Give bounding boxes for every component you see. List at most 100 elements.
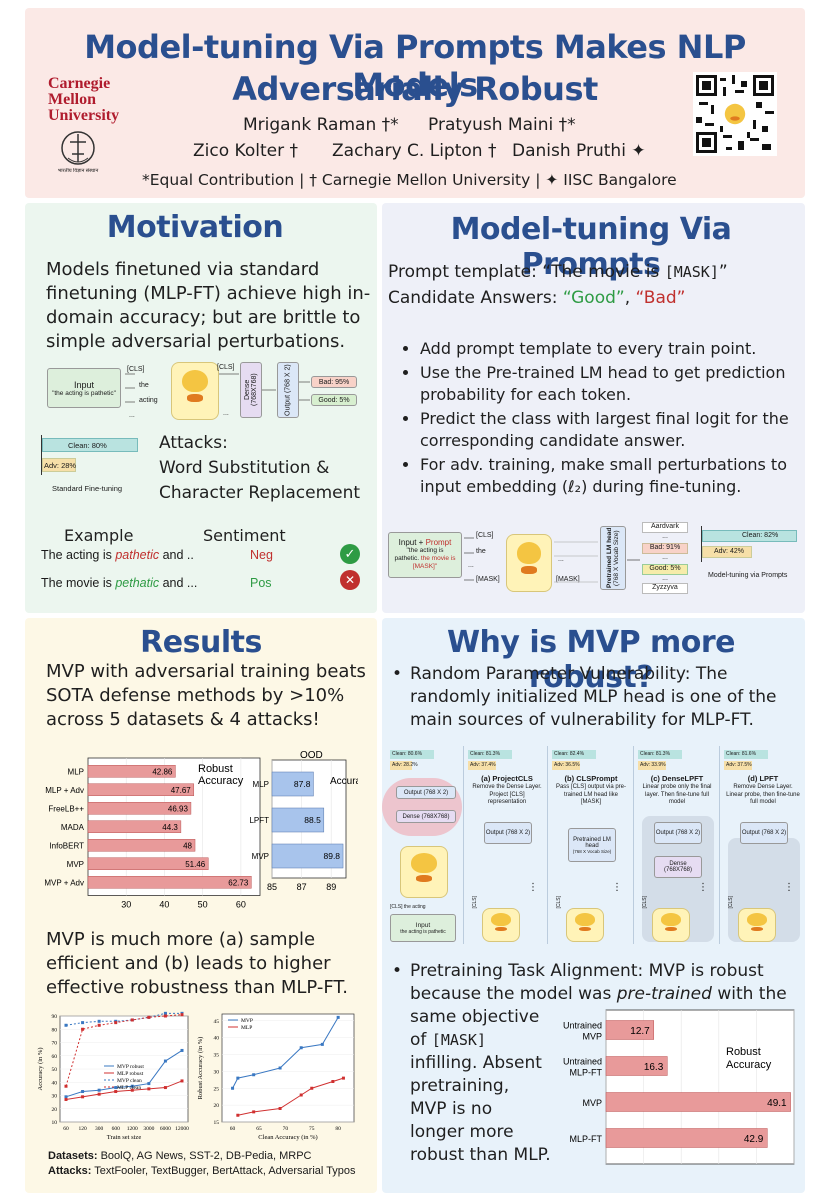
variant-output-label: Output (768 X 2)	[741, 830, 787, 836]
x-tick-label: 3000	[143, 1126, 154, 1132]
mvp-bullet: Predict the class with largest final log…	[420, 408, 796, 452]
bar-value-label: 88.5	[304, 815, 321, 825]
category-label: MVP + Adv	[44, 878, 84, 887]
example-row-2: The movie is pethatic and ...	[41, 576, 197, 590]
bullet-dot: •	[392, 664, 403, 684]
mvp-token-dots: ...	[468, 562, 474, 569]
data-point	[147, 1015, 151, 1019]
bert-icon	[652, 908, 690, 942]
y-tick-label: 25	[214, 1086, 220, 1092]
category-label: MLP + Adv	[45, 786, 84, 795]
data-point	[180, 1048, 184, 1052]
attacks-list: TextFooler, TextBugger, BertAttack, Adve…	[91, 1165, 356, 1177]
variant-base: Clean: 80.6% Adv: 28.2% Output (768 X 2)…	[382, 746, 462, 944]
variant-output-box: Output (768 X 2)	[740, 822, 788, 844]
data-point	[81, 1095, 85, 1099]
variant-divider	[633, 746, 634, 944]
variant-clean-bar: Clean: 82.4%	[552, 750, 596, 759]
variant-clean-bar: Clean: 81.3%	[638, 750, 682, 759]
qr-code[interactable]	[693, 72, 777, 156]
mvp-input-q23: pathetic. the movie is [MASK]"	[389, 555, 461, 571]
data-point	[147, 1082, 151, 1086]
why-b2-of: of	[410, 1030, 432, 1050]
results-text-2: MVP is much more (a) sample efficient an…	[46, 929, 348, 998]
mvp-input-q2: pathetic.	[394, 555, 421, 562]
x-tick-label: 300	[95, 1126, 104, 1132]
ood-accuracy-chart: 85 87 89 87.8 MLP 88.5 LPFT 89.8 MVP OOD Accuracy	[249, 750, 358, 892]
base-input-box: Input the acting is pathetic	[390, 914, 456, 942]
bar-value-label: 46.93	[168, 804, 189, 813]
data-point	[97, 1092, 101, 1096]
mot-good-prob: Good: 5%	[311, 394, 357, 406]
ex1-text: The acting is	[41, 548, 116, 562]
y-axis-label: Robust Accuracy (in %)	[197, 1037, 204, 1100]
variant-dense-box: Dense (768X768)	[654, 856, 702, 878]
variant-output-label: Output (768 X 2)	[485, 830, 531, 836]
data-point	[64, 1095, 68, 1099]
variant-dots: ⋮	[784, 882, 794, 893]
poster-title-line2: Adversarially Robust	[232, 70, 598, 108]
bar-value-label: 42.86	[152, 767, 173, 776]
bar	[87, 783, 195, 796]
mot-clean-bar	[42, 438, 138, 452]
data-point	[97, 1023, 101, 1027]
iisc-emblem-icon	[61, 131, 95, 165]
y-tick-label: 20	[52, 1107, 58, 1113]
bar	[271, 843, 344, 869]
bar-value-label: 42.9	[744, 1134, 764, 1145]
x-tick-label: 60	[236, 900, 246, 909]
data-point	[341, 1076, 345, 1080]
mvp-arrows	[464, 537, 640, 583]
vocab-dots: ...	[662, 533, 668, 540]
category-label: Untrained	[563, 1057, 602, 1067]
variant-name: (b) CLSPrompt	[564, 774, 618, 783]
bar-value-label: 12.7	[630, 1026, 650, 1037]
data-point	[236, 1113, 240, 1117]
mot-input-label: Input	[73, 379, 95, 390]
y-tick-label: 60	[52, 1054, 58, 1060]
bar	[87, 802, 192, 815]
category-label: MLP-FT	[570, 1068, 603, 1078]
variant-cls-token: [CLS]	[642, 896, 648, 909]
attacks-label: Attacks:	[48, 1165, 92, 1177]
example-row-1: The acting is pathetic and ..	[41, 548, 194, 562]
data-point	[130, 1084, 134, 1088]
base-input-quote: the acting is pathetic	[400, 928, 446, 935]
variant-divider	[547, 746, 548, 944]
header-panel	[25, 8, 805, 198]
ex2-word: pethatic	[115, 576, 160, 590]
variant-output-sub: (768 X Vocab Size)	[572, 848, 612, 854]
why-b2-head: Pretraining Task Alignment:	[410, 961, 644, 981]
variant-divider	[719, 746, 720, 944]
x-tick-label: 6000	[160, 1126, 171, 1132]
series-line	[65, 1050, 183, 1098]
variant-adv-bar: Adv: 37.4%	[468, 761, 496, 770]
series-line	[65, 1012, 182, 1026]
variant-clean-bar: Clean: 80.6%	[390, 750, 434, 759]
category-label: LPFT	[249, 816, 269, 825]
attacks-line: Attacks: TextFooler, TextBugger, BertAtt…	[48, 1165, 356, 1177]
variant-name: (c) DenseLPFT	[650, 774, 704, 783]
mvp-adv-bar	[702, 546, 752, 558]
motivation-text: Models finetuned via standard finetuning…	[46, 259, 371, 352]
category-label: MLP	[253, 780, 269, 789]
vocab-zyzz: Zyzzyva	[642, 583, 688, 594]
cmu-logo: Carnegie Mellon University	[48, 76, 119, 124]
ex1-tail: and ..	[159, 548, 194, 562]
x-tick-label: 60	[230, 1126, 236, 1132]
why-b1-head: Random Parameter Vulnerability:	[410, 664, 691, 684]
bar	[605, 1128, 768, 1148]
results-title: Results	[140, 625, 262, 660]
mot-bar-axis	[41, 435, 42, 475]
base-cls-tokens: [CLS] the acting	[390, 904, 426, 910]
attacks-line1: Word Substitution &	[159, 458, 330, 478]
candidate-sep: ,	[624, 288, 636, 308]
data-point	[236, 1076, 240, 1080]
category-label: MVP	[252, 852, 269, 861]
mvp-clean-label: Clean: 82%	[742, 532, 779, 539]
mask-token: [MASK]	[664, 263, 719, 281]
data-point	[114, 1090, 118, 1094]
mvp-token-the: the	[476, 548, 486, 555]
why-b2-continued: same objective of [MASK] infilling. Abse…	[410, 1006, 551, 1167]
why-b2-text2: with the	[711, 984, 787, 1004]
